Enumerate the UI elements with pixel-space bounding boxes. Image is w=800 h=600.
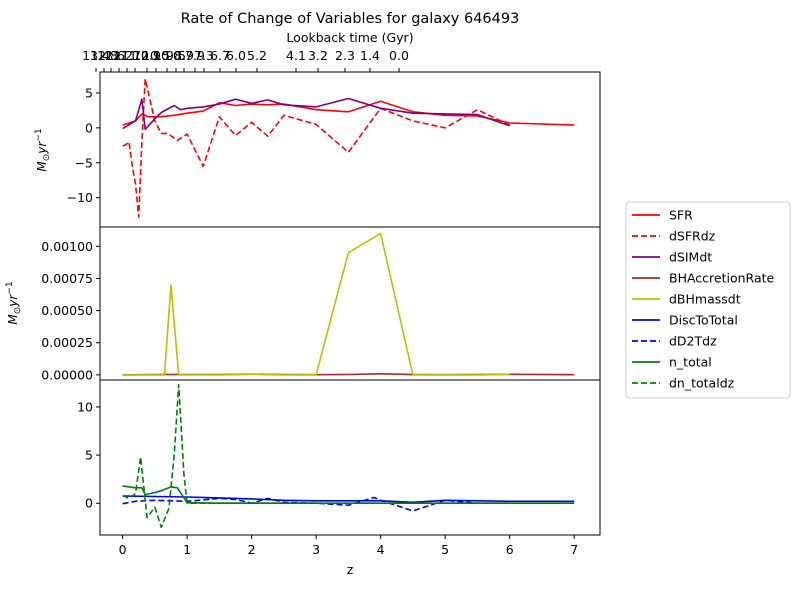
legend-label: dD2Tdz xyxy=(669,334,717,349)
top-tick-label: 5.2 xyxy=(247,48,267,63)
x-tick-label: 3 xyxy=(312,542,320,557)
top-tick-label: 7.3 xyxy=(194,48,214,63)
top-axis-ticks: 13.412.812.612.211.711.210.910.510.09.58… xyxy=(82,48,409,72)
y-tick-label: 10 xyxy=(77,399,93,414)
legend-label: dSFRdz xyxy=(669,229,716,244)
y-tick-label: 0.00025 xyxy=(41,335,93,350)
top-tick-label: 6.7 xyxy=(210,48,230,63)
y-tick-label: 5 xyxy=(85,448,93,463)
top-tick-label: 10.0 xyxy=(153,48,181,63)
top-tick-label: 6.0 xyxy=(226,48,246,63)
top-tick-label: 10.5 xyxy=(142,48,170,63)
top-tick-label: 12.2 xyxy=(105,48,133,63)
top-tick-label: 12.8 xyxy=(90,48,118,63)
y-tick-label: 5 xyxy=(85,85,93,100)
series-line-dD2Tdz xyxy=(122,496,510,512)
panel-1: 5 0 −5 −10 xyxy=(67,71,601,228)
legend-box xyxy=(625,201,791,399)
series-line-DiscToTotal xyxy=(122,495,575,504)
legend-label: SFR xyxy=(669,208,693,223)
legend-label: DiscToTotal xyxy=(669,313,738,328)
top-tick-label: 8.9 xyxy=(174,48,194,63)
x-tick-label: 6 xyxy=(506,542,514,557)
series-line-dBHmassdt xyxy=(122,232,510,376)
series-line-SFR xyxy=(122,100,575,126)
panel-3: 10 5 0 xyxy=(77,379,601,536)
top-tick-label: 13.4 xyxy=(82,48,110,63)
x-axis-label: z xyxy=(347,562,354,577)
top-tick-label: 11.2 xyxy=(121,48,149,63)
legend-label: n_total xyxy=(669,355,712,370)
top-tick-label: 9.5 xyxy=(166,48,186,63)
y-tick-label: 0.00000 xyxy=(41,367,93,382)
y-tick-label: 0.00100 xyxy=(41,239,93,254)
y-axis-label-middle: M⊙yr−1 xyxy=(5,281,23,324)
legend-label: dn_totaldz xyxy=(669,376,735,391)
y-tick-label: 0.00075 xyxy=(41,271,93,286)
panel-2: 0.00000 0.00025 0.00050 0.00075 0.00100 xyxy=(41,226,601,382)
x-tick-label: 5 xyxy=(441,542,449,557)
top-tick-label: 1.4 xyxy=(360,48,380,63)
top-axis-label: Lookback time (Gyr) xyxy=(286,30,413,45)
x-tick-label: 7 xyxy=(570,542,578,557)
y-tick-label: 0 xyxy=(85,496,93,511)
x-tick-label: 2 xyxy=(248,542,256,557)
legend-label: dBHmassdt xyxy=(669,292,741,307)
top-tick-label: 0.0 xyxy=(389,48,409,63)
top-tick-label: 11.7 xyxy=(113,48,141,63)
legend: SFR dSFRdz dSIMdt BHAccretionRate dBHmassdt D… xyxy=(625,201,791,399)
legend-label: dSIMdt xyxy=(669,250,712,265)
top-tick-label: 10.9 xyxy=(133,48,161,63)
x-tick-label: 1 xyxy=(183,542,191,557)
series-line-dSIMdt xyxy=(122,97,510,131)
series-line-dn_totaldz xyxy=(122,383,510,529)
y-tick-label: 0.00050 xyxy=(41,303,93,318)
y-axis-label-top: M⊙yr−1 xyxy=(34,128,52,171)
x-tick-label: 4 xyxy=(377,542,385,557)
y-tick-label: −5 xyxy=(75,155,93,170)
top-tick-label: 12.6 xyxy=(97,48,125,63)
panel-frame xyxy=(99,379,601,536)
series-line-dSFRdz xyxy=(122,78,511,218)
x-axis-ticks: 0 1 2 3 4 5 6 7 xyxy=(119,535,578,557)
legend-label: BHAccretionRate xyxy=(669,271,775,286)
top-tick-label: 4.1 xyxy=(286,48,306,63)
y-tick-label: −10 xyxy=(67,190,93,205)
top-tick-label: 7.9 xyxy=(185,48,205,63)
top-tick-label: 3.2 xyxy=(308,48,328,63)
x-tick-label: 0 xyxy=(119,542,127,557)
top-tick-label: 2.3 xyxy=(335,48,355,63)
y-tick-label: 0 xyxy=(85,120,93,135)
panel-frame xyxy=(99,226,601,381)
chart-title: Rate of Change of Variables for galaxy 6… xyxy=(181,11,520,27)
